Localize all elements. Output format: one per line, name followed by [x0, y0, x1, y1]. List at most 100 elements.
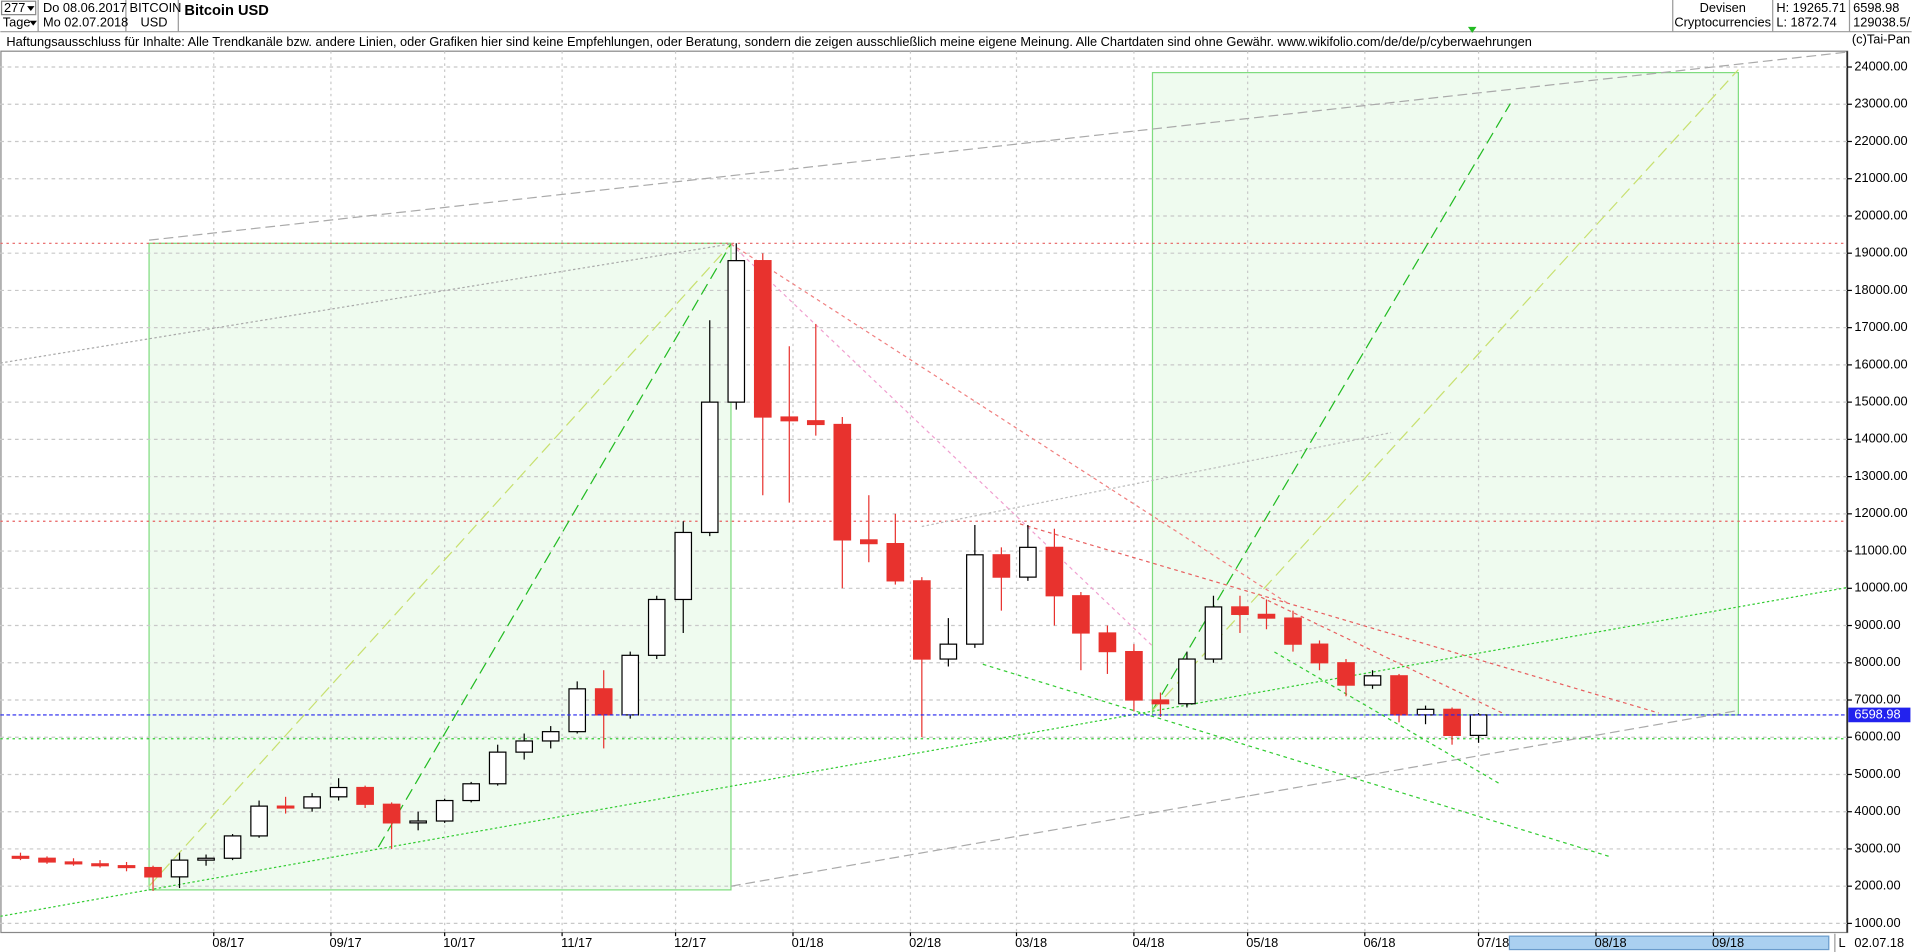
chart-title: Bitcoin USD [184, 3, 268, 19]
y-tick-label: 5000.00 [1854, 766, 1900, 781]
x-tick-label: 07/18 [1477, 935, 1509, 950]
candle-body [541, 731, 560, 742]
candle-body [1072, 595, 1090, 634]
candle-body [1416, 708, 1435, 716]
candle-body [382, 803, 401, 824]
candle-body [91, 863, 109, 867]
group: Devisen [1700, 0, 1746, 15]
y-tick-label: 21000.00 [1854, 170, 1907, 185]
last-price-box [1848, 707, 1911, 723]
y-tick-label: 1000.00 [1854, 915, 1900, 930]
y-tick-label: 6000.00 [1854, 729, 1900, 744]
y-tick-label: 7000.00 [1854, 691, 1900, 706]
candle-body [594, 688, 613, 716]
scroll-mode[interactable]: L [1839, 935, 1846, 950]
candle-body [144, 866, 162, 878]
y-tick-label: 13000.00 [1854, 468, 1907, 483]
zone [1151, 71, 1739, 716]
candle-body [621, 654, 640, 716]
y-tick-label: 20000.00 [1854, 207, 1907, 222]
candle-body [223, 835, 242, 859]
candle-body [1125, 650, 1143, 701]
trendline [377, 243, 732, 848]
date-to: Mo 02.07.2018 [43, 15, 128, 30]
count[interactable]: 277 [4, 0, 25, 15]
trendline [730, 243, 1289, 604]
candle-body [833, 423, 852, 541]
x-tick-label: 03/18 [1015, 935, 1047, 950]
y-tick-label: 2000.00 [1854, 878, 1900, 893]
candle-body [992, 554, 1011, 578]
dropdown-arrow [29, 20, 37, 26]
x-tick-label: 11/17 [561, 935, 592, 950]
y-tick-label: 12000.00 [1854, 505, 1907, 520]
candle-body [1204, 606, 1223, 660]
trendline [730, 709, 1739, 887]
y-tick-label: 11000.00 [1854, 542, 1906, 557]
candle-body [276, 805, 295, 809]
candle-body [1363, 675, 1382, 686]
trendline [730, 243, 1153, 647]
range-high: H: 19265.71 [1776, 0, 1846, 15]
x-tick-label: 01/18 [792, 935, 824, 950]
candle-body [674, 531, 693, 601]
disclaimer: Haftungsausschluss für Inhalte: Alle Tre… [6, 34, 1531, 49]
y-tick-label: 16000.00 [1854, 356, 1907, 371]
date-from: Do 08.06.2017 [43, 0, 127, 15]
candle-body [409, 820, 427, 824]
candle-body [1257, 613, 1276, 619]
candle-body [1151, 699, 1170, 705]
dropdown-arrow [27, 6, 35, 11]
y-tick-label: 22000.00 [1854, 133, 1907, 148]
x-tick-label: 05/18 [1246, 935, 1278, 950]
x-tick-label: 04/18 [1133, 935, 1165, 950]
candle-body [1469, 714, 1488, 736]
candle-body [303, 796, 321, 809]
candle-body [1284, 617, 1302, 645]
y-tick-label: 15000.00 [1854, 394, 1907, 409]
candle-body [197, 857, 215, 861]
sector: Cryptocurrencies [1674, 15, 1771, 30]
candle-body [38, 857, 56, 863]
trendline [148, 51, 1848, 241]
candle-body [329, 786, 348, 798]
trendline [1260, 596, 1503, 714]
x-tick-label: 12/17 [674, 935, 706, 950]
trendline [921, 432, 1392, 528]
scrollbar[interactable] [1508, 935, 1830, 951]
x-tick-label: 10/17 [443, 935, 475, 950]
candle-body [462, 783, 480, 802]
candle-body [753, 260, 772, 418]
y-tick-label: 8000.00 [1854, 654, 1900, 669]
candle-body [64, 861, 83, 865]
y-tick-label: 10000.00 [1854, 580, 1907, 595]
trendline [1152, 69, 1739, 711]
x-tick-label: 06/18 [1363, 935, 1395, 950]
candle-body [966, 554, 984, 645]
range-low: L: 1872.74 [1776, 15, 1836, 30]
candle-body [1178, 658, 1196, 705]
marker [1467, 26, 1477, 33]
volume: 129038.5/ [1853, 15, 1910, 30]
candle-body [1443, 708, 1461, 736]
currency: USD [141, 15, 168, 30]
candle-body [1231, 606, 1249, 615]
candle-body [1337, 662, 1355, 686]
candle-body [886, 543, 905, 582]
candle-body [727, 260, 746, 403]
candle-body [356, 786, 374, 805]
copyright: (c)Tai-Pan [1852, 32, 1910, 47]
trendline [148, 243, 732, 887]
x-tick-label: 02/18 [909, 935, 941, 950]
candle-body [488, 751, 507, 785]
candle-body [1045, 546, 1064, 597]
count-box[interactable] [0, 0, 37, 16]
period[interactable]: Tage [3, 15, 31, 30]
candle-body [1390, 675, 1408, 716]
candle-body [806, 420, 825, 426]
candle-body [780, 416, 799, 422]
y-tick-label: 17000.00 [1854, 319, 1907, 334]
plot-area [0, 50, 1852, 934]
y-tick-label: 3000.00 [1854, 840, 1900, 855]
